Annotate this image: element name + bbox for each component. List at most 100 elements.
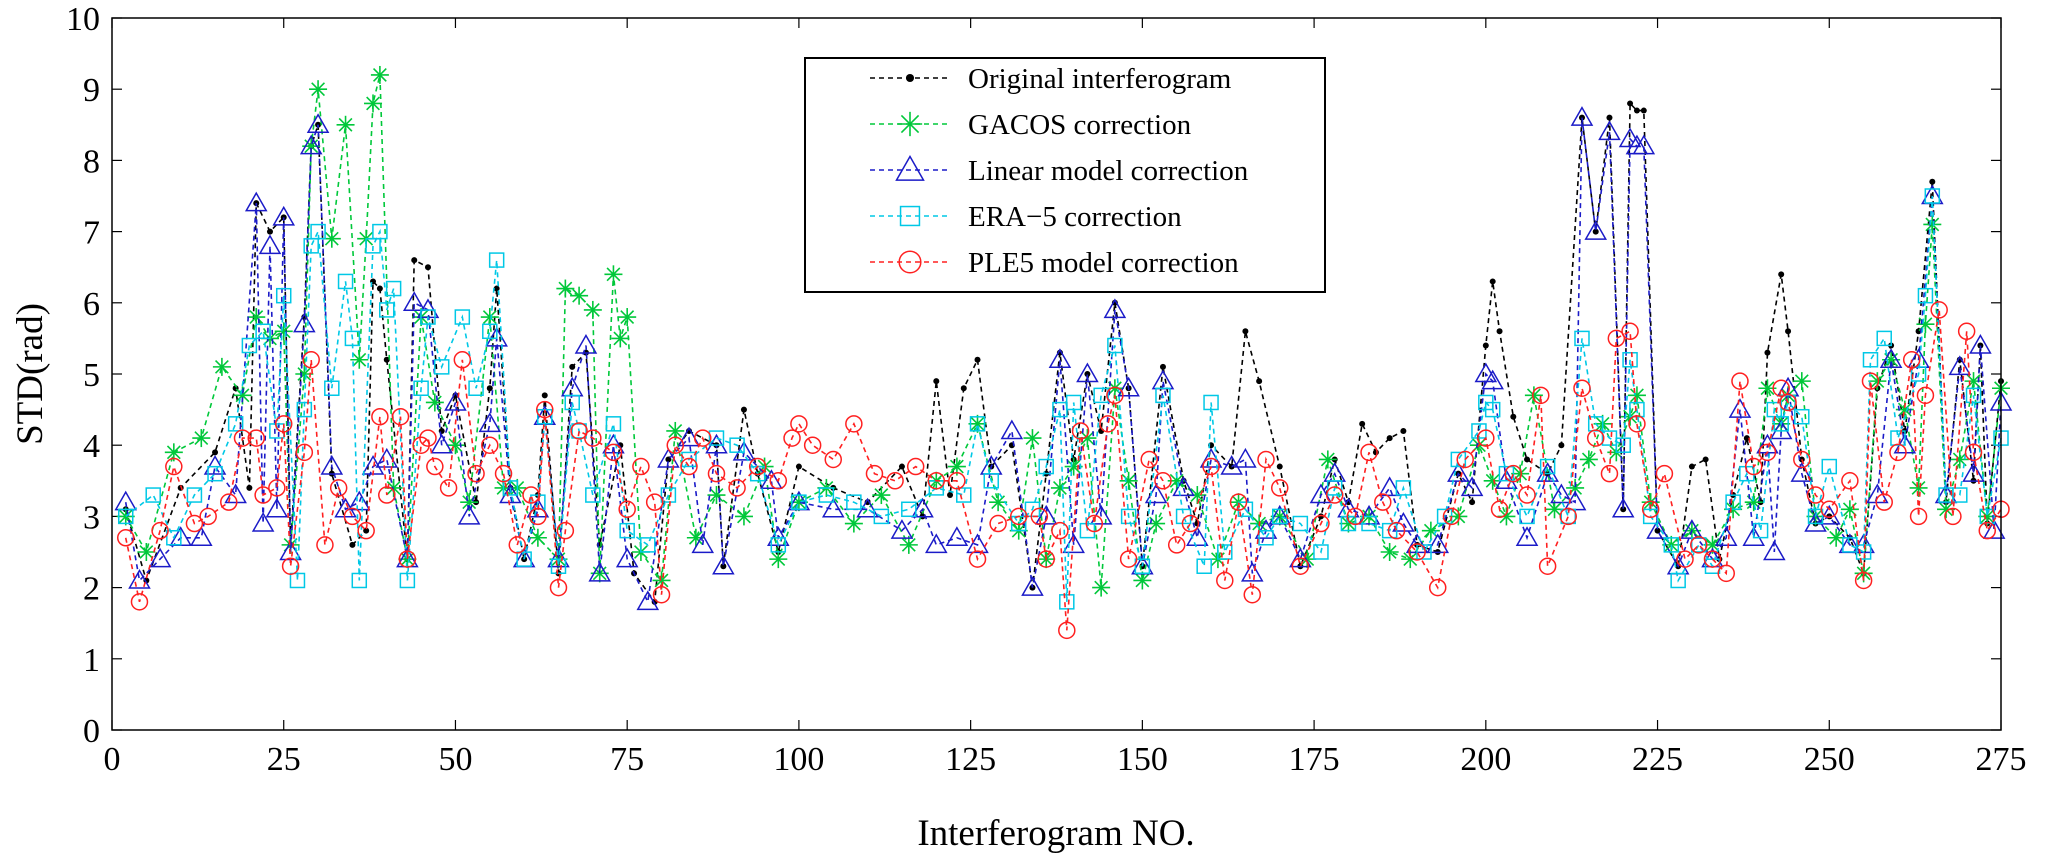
data-point	[296, 401, 313, 418]
data-point	[116, 529, 135, 547]
data-point	[1374, 493, 1392, 511]
data-point	[185, 514, 204, 533]
y-tick-label: 9	[83, 72, 100, 109]
data-point	[1930, 301, 1948, 319]
data-point	[316, 536, 334, 554]
data-point	[1916, 386, 1935, 405]
data-point	[1051, 521, 1069, 540]
data-point	[1084, 371, 1091, 377]
data-point	[960, 385, 967, 392]
data-point	[130, 593, 149, 611]
y-axis-label: STD(rad)	[10, 303, 51, 445]
data-point	[309, 80, 328, 99]
data-point	[1621, 322, 1639, 341]
data-point	[1806, 486, 1825, 504]
legend-label: ERA−5 correction	[968, 201, 1182, 233]
data-point	[1386, 435, 1393, 442]
data-point	[1428, 578, 1447, 597]
data-point	[1318, 450, 1337, 469]
data-point	[1587, 416, 1604, 432]
data-point	[508, 536, 527, 554]
data-point	[1654, 527, 1661, 534]
data-point	[1916, 315, 1935, 334]
data-point	[117, 508, 134, 525]
x-tick-label: 50	[438, 741, 472, 778]
data-point	[1240, 561, 1264, 582]
data-point	[165, 457, 183, 476]
data-point	[419, 429, 437, 447]
data-point	[438, 427, 445, 434]
data-point	[246, 484, 253, 491]
data-point	[528, 528, 547, 547]
data-point	[251, 512, 275, 532]
data-point	[1270, 479, 1289, 497]
data-point	[732, 440, 756, 461]
data-point	[1676, 550, 1694, 568]
data-point	[1744, 493, 1763, 512]
data-point	[1688, 463, 1695, 470]
data-point	[1504, 464, 1523, 483]
data-point	[1862, 352, 1879, 368]
data-point	[1217, 544, 1233, 560]
data-point	[1023, 429, 1042, 448]
data-point	[166, 530, 182, 546]
y-tick-label: 3	[83, 499, 100, 536]
data-point	[1050, 478, 1069, 497]
data-point	[1714, 526, 1738, 547]
data-point	[1532, 386, 1550, 405]
data-point	[1948, 355, 1972, 376]
data-point	[728, 479, 746, 497]
data-point	[478, 412, 502, 433]
data-point	[1196, 558, 1212, 574]
data-point	[1449, 507, 1468, 526]
data-point	[791, 494, 807, 510]
data-point	[632, 457, 650, 476]
data-point	[1902, 351, 1921, 369]
data-point	[1167, 536, 1186, 554]
data-point	[748, 457, 767, 476]
data-point	[1484, 401, 1501, 418]
legend-marker	[905, 73, 915, 83]
data-point	[1380, 543, 1399, 561]
data-point	[583, 300, 602, 319]
series-line	[124, 117, 2002, 605]
data-point	[1703, 550, 1722, 568]
data-point	[588, 561, 611, 582]
data-point	[1059, 594, 1075, 610]
data-point	[293, 312, 316, 333]
data-point	[1034, 504, 1058, 525]
data-point	[1598, 120, 1621, 141]
data-point	[1064, 457, 1083, 476]
data-point	[258, 234, 282, 255]
data-point	[529, 507, 547, 526]
data-point	[618, 500, 636, 519]
data-point	[265, 497, 289, 518]
data-point	[1779, 393, 1797, 412]
data-point	[272, 205, 296, 226]
data-point	[1079, 522, 1096, 539]
data-point	[1579, 450, 1598, 469]
data-point	[783, 429, 801, 447]
data-point	[666, 436, 685, 454]
data-point	[1038, 458, 1054, 475]
data-point	[1855, 544, 1872, 560]
data-point	[1510, 413, 1517, 420]
data-point	[1606, 114, 1613, 121]
data-point	[1490, 500, 1509, 519]
data-point	[1234, 447, 1257, 468]
data-point	[1359, 420, 1366, 427]
legend-marker	[898, 250, 922, 274]
data-point	[266, 228, 273, 235]
data-point	[526, 497, 550, 518]
data-point	[1725, 494, 1741, 510]
data-point	[1120, 508, 1137, 525]
data-point	[482, 323, 498, 340]
data-point	[1964, 443, 1983, 462]
legend: Original interferogram GACOS correction Li…	[804, 57, 1326, 293]
axes: 0 25 50 75 100 125 150 175 200 225 250 275 0 1 2 3 4 5 6 7 8…	[66, 1, 2027, 778]
data-point	[1821, 458, 1838, 475]
data-point	[769, 550, 788, 569]
data-point	[350, 350, 369, 369]
data-point	[1387, 521, 1406, 540]
data-point	[398, 550, 417, 568]
